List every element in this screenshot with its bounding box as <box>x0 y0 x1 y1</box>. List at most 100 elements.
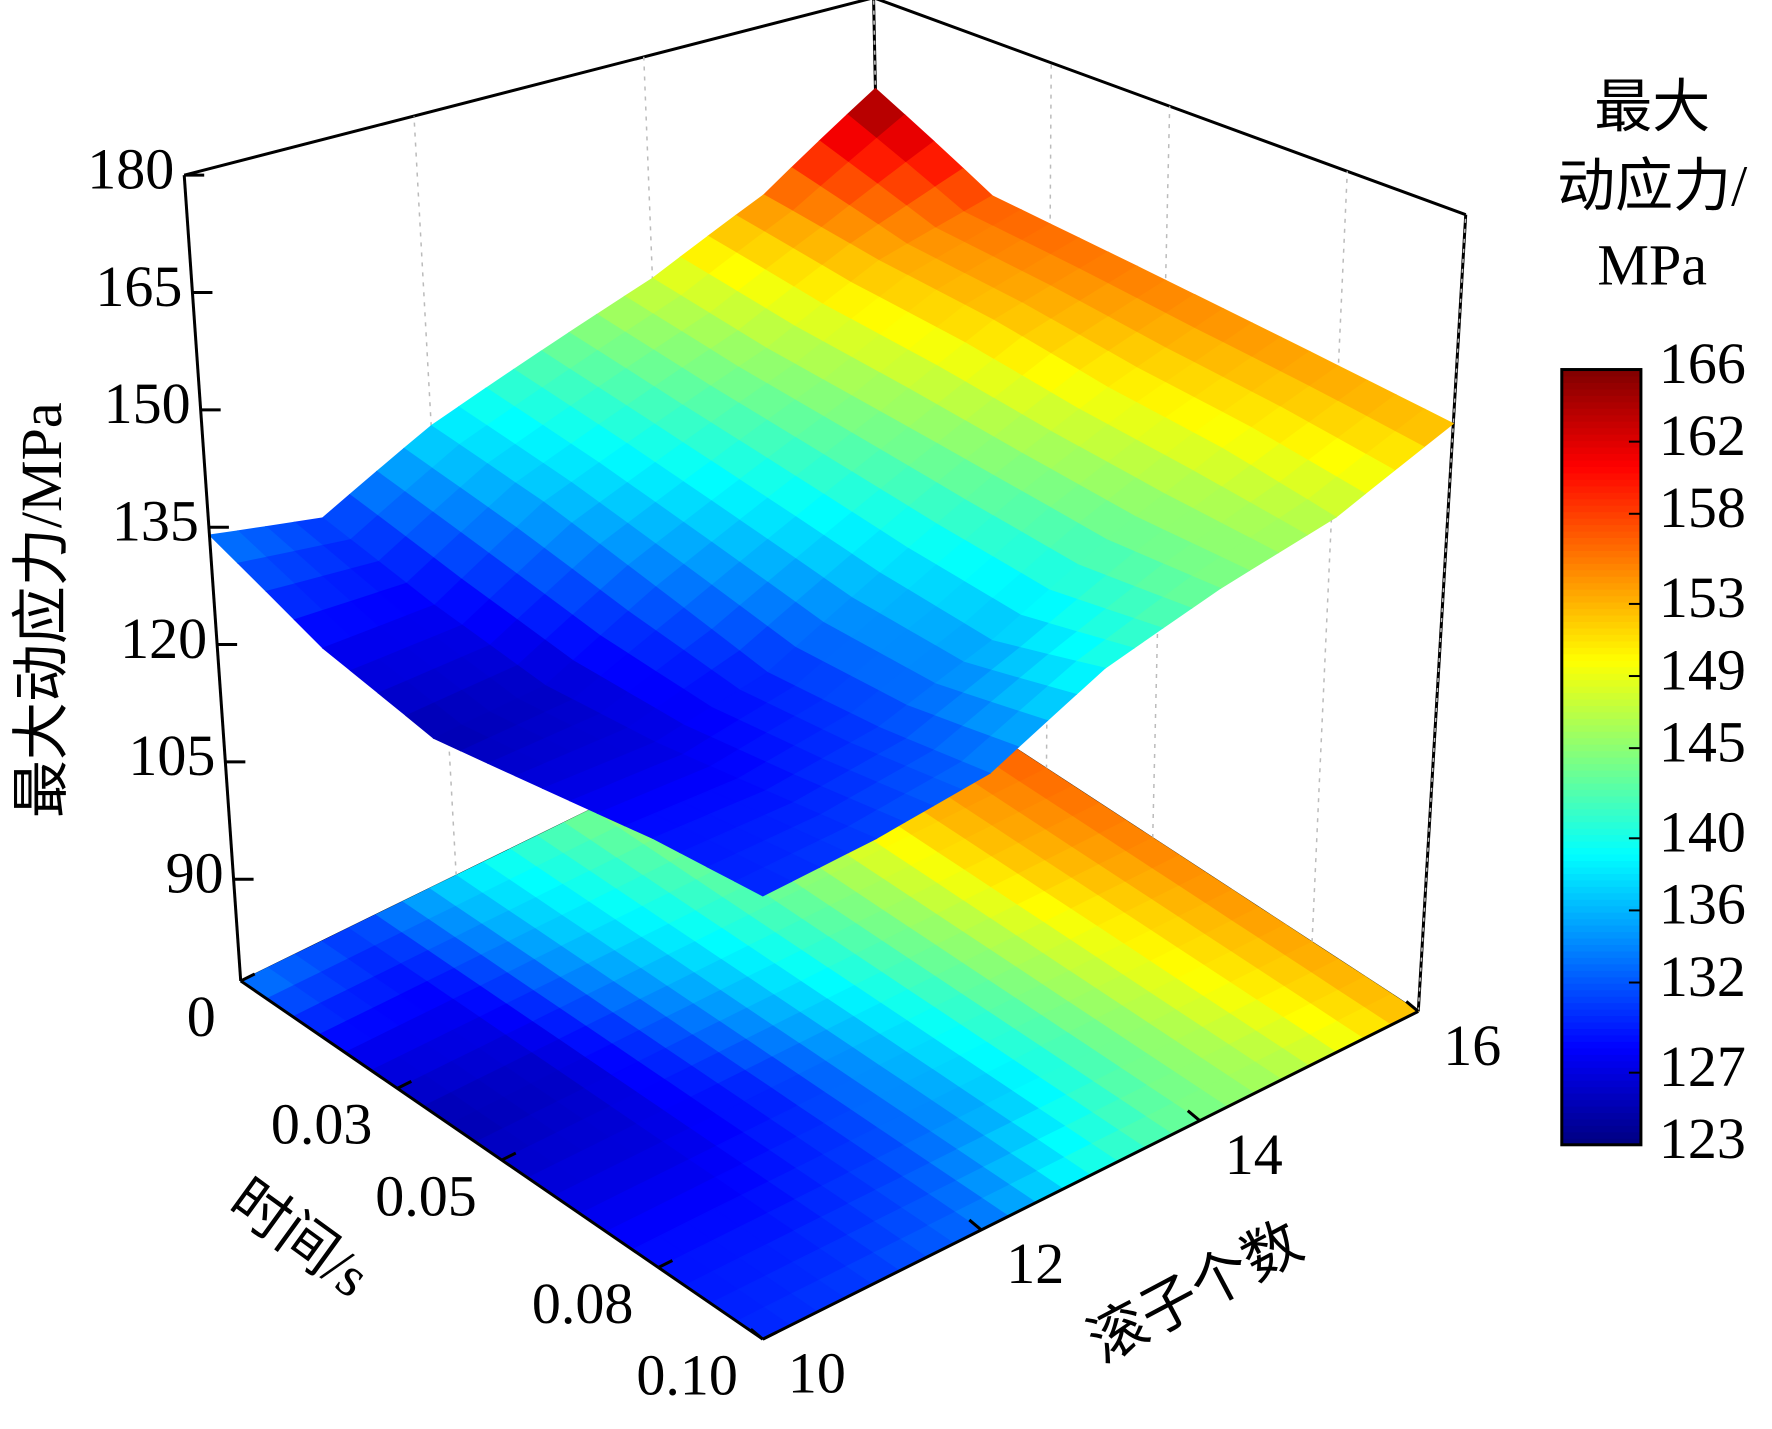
z-tick-label: 165 <box>95 254 182 319</box>
colorbar-band <box>1561 834 1641 842</box>
colorbar-band <box>1561 446 1641 455</box>
colorbar-band <box>1561 530 1641 539</box>
colorbar-band <box>1561 944 1641 952</box>
y-tick-label: 0.08 <box>532 1271 634 1336</box>
colorbar-band <box>1561 646 1641 655</box>
colorbar-band <box>1561 1137 1641 1146</box>
colorbar-band <box>1561 827 1641 836</box>
colorbar-band <box>1561 569 1641 577</box>
colorbar-band <box>1561 633 1641 642</box>
colorbar-band <box>1561 1086 1641 1094</box>
colorbar-band <box>1561 1040 1641 1049</box>
colorbar-band <box>1561 976 1641 984</box>
colorbar-band <box>1561 478 1641 487</box>
colorbar: 166 162 158 153 149 145 140 136 132 127 123 最大动应力/M… <box>1557 74 1748 1171</box>
z-tick-label: 150 <box>104 371 191 436</box>
colorbar-band <box>1561 950 1641 958</box>
colorbar-band <box>1561 1021 1641 1030</box>
colorbar-band <box>1561 517 1641 526</box>
colorbar-band <box>1561 394 1641 403</box>
colorbar-band <box>1561 769 1641 778</box>
colorbar-band <box>1561 1092 1641 1101</box>
colorbar-band <box>1561 853 1641 862</box>
colorbar-band <box>1561 640 1641 648</box>
colorbar-band <box>1561 982 1641 991</box>
colorbar-tick-label: 166 <box>1659 331 1746 396</box>
colorbar-band <box>1561 737 1641 745</box>
colorbar-band <box>1561 524 1641 532</box>
colorbar-band <box>1561 763 1641 771</box>
colorbar-band <box>1561 511 1641 519</box>
colorbar-band <box>1561 750 1641 758</box>
y-tick <box>396 1080 413 1090</box>
colorbar-band <box>1561 375 1641 383</box>
z-tick-label: 135 <box>112 489 199 554</box>
colorbar-band <box>1561 866 1641 874</box>
colorbar-tick-label: 158 <box>1659 475 1746 540</box>
colorbar-band <box>1561 601 1641 610</box>
grid-line <box>1311 171 1349 943</box>
colorbar-band <box>1561 588 1641 597</box>
colorbar-band <box>1561 556 1641 564</box>
colorbar-band <box>1561 549 1641 558</box>
colorbar-tick-label: 136 <box>1659 872 1746 937</box>
colorbar-band <box>1561 788 1641 797</box>
colorbar-band <box>1561 537 1641 545</box>
colorbar-band <box>1561 1118 1641 1126</box>
colorbar-band <box>1561 666 1641 674</box>
colorbar-label: 动应力/ <box>1557 153 1748 218</box>
colorbar-band <box>1561 659 1641 668</box>
z-tick-label: 180 <box>87 136 174 201</box>
colorbar-band <box>1561 905 1641 913</box>
colorbar-band <box>1561 808 1641 816</box>
x-tick <box>968 1218 983 1232</box>
colorbar-band <box>1561 414 1641 422</box>
colorbar-band <box>1561 582 1641 590</box>
z-axis <box>182 175 243 982</box>
colorbar-band <box>1561 911 1641 920</box>
colorbar-band <box>1561 491 1641 500</box>
colorbar-band <box>1561 381 1641 390</box>
colorbar-band <box>1561 717 1641 726</box>
colorbar-band <box>1561 440 1641 448</box>
colorbar-band <box>1561 407 1641 416</box>
colorbar-band <box>1561 679 1641 687</box>
colorbar-band <box>1561 801 1641 810</box>
colorbar-band <box>1561 1124 1641 1133</box>
colorbar-tick-label: 132 <box>1659 944 1746 1009</box>
colorbar-band <box>1561 685 1641 694</box>
grid-line <box>1417 214 1467 1012</box>
colorbar-band <box>1561 814 1641 823</box>
colorbar-band <box>1561 1002 1641 1010</box>
colorbar-band <box>1561 485 1641 493</box>
x-tick-label: 14 <box>1225 1122 1283 1187</box>
colorbar-band <box>1561 453 1641 461</box>
colorbar-band <box>1561 892 1641 900</box>
colorbar-band <box>1561 1047 1641 1055</box>
colorbar-band <box>1561 1060 1641 1068</box>
colorbar-tick-label: 149 <box>1659 637 1746 702</box>
colorbar-band <box>1561 369 1641 377</box>
colorbar-band <box>1561 459 1641 467</box>
colorbar-band <box>1561 627 1641 635</box>
colorbar-band <box>1561 756 1641 765</box>
colorbar-band <box>1561 931 1641 939</box>
grid-line <box>1151 106 1171 838</box>
colorbar-band <box>1561 1008 1641 1017</box>
colorbar-tick-label: 140 <box>1659 800 1746 865</box>
colorbar-band <box>1561 698 1641 706</box>
colorbar-band <box>1561 433 1641 442</box>
colorbar-band <box>1561 743 1641 752</box>
colorbar-band <box>1561 427 1641 435</box>
colorbar-band <box>1561 465 1641 474</box>
x-tick-label: 16 <box>1443 1013 1501 1078</box>
colorbar-band <box>1561 1079 1641 1088</box>
surface-cell <box>734 867 793 897</box>
colorbar-tick-label: 145 <box>1659 709 1746 774</box>
colorbar-band <box>1561 498 1641 506</box>
colorbar-band <box>1561 924 1641 933</box>
colorbar-band <box>1561 504 1641 513</box>
colorbar-band <box>1561 730 1641 739</box>
colorbar-band <box>1561 989 1641 997</box>
